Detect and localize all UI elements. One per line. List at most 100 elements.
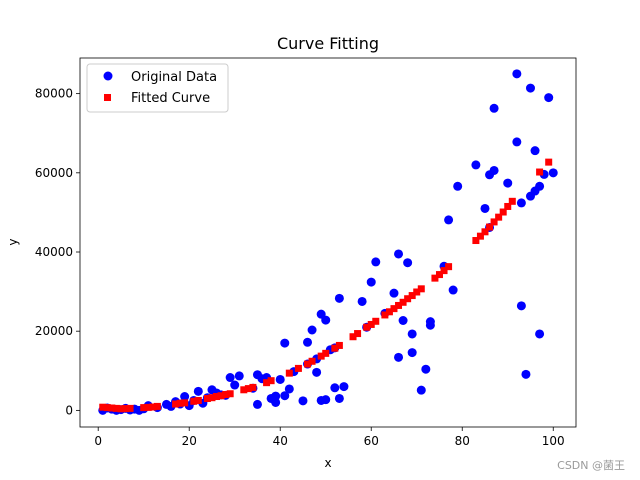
- data-point-fitted: [385, 308, 393, 316]
- data-point-original: [394, 352, 404, 362]
- data-point-original: [275, 374, 285, 384]
- data-point-original: [334, 293, 344, 303]
- data-point-fitted: [267, 377, 275, 385]
- data-point-original: [421, 364, 431, 374]
- x-tick-label: 0: [94, 434, 102, 448]
- data-point-original: [480, 203, 490, 213]
- data-point-fitted: [263, 379, 271, 387]
- data-point-original: [284, 384, 294, 394]
- data-point-fitted: [222, 391, 230, 399]
- data-point-fitted: [440, 267, 448, 275]
- data-point-fitted: [322, 349, 330, 357]
- y-tick-label: 80000: [35, 87, 73, 101]
- y-tick-label: 0: [65, 403, 73, 417]
- data-point-original: [453, 181, 463, 191]
- data-point-original: [489, 103, 499, 113]
- data-point-fitted: [354, 330, 362, 338]
- data-point-original: [312, 367, 322, 377]
- data-point-fitted: [472, 237, 480, 245]
- data-point-fitted: [203, 394, 211, 402]
- data-point-fitted: [172, 400, 180, 408]
- data-point-fitted: [504, 202, 512, 210]
- data-point-fitted: [117, 405, 125, 413]
- data-point-original: [535, 329, 545, 339]
- data-point-fitted: [417, 285, 425, 293]
- data-point-original: [516, 198, 526, 208]
- data-point-fitted: [367, 320, 375, 328]
- data-point-original: [303, 337, 313, 347]
- data-point-fitted: [381, 311, 389, 319]
- data-point-fitted: [194, 396, 202, 404]
- x-tick-label: 60: [364, 434, 379, 448]
- data-point-fitted: [335, 341, 343, 349]
- y-axis-label: y: [6, 238, 20, 245]
- data-point-fitted: [317, 352, 325, 360]
- data-point-original: [252, 399, 262, 409]
- data-point-original: [403, 258, 413, 268]
- data-point-original: [339, 382, 349, 392]
- data-point-fitted: [536, 168, 544, 176]
- data-point-original: [225, 373, 235, 383]
- data-point-original: [307, 325, 317, 335]
- data-point-original: [535, 181, 545, 191]
- x-axis-label: x: [324, 456, 331, 470]
- legend-marker-fitted-curve: [104, 94, 111, 101]
- data-point-original: [407, 329, 417, 339]
- data-point-original: [389, 288, 399, 298]
- data-point-original: [407, 348, 417, 358]
- data-point-fitted: [490, 218, 498, 226]
- data-point-fitted: [108, 404, 116, 412]
- x-tick-label: 40: [273, 434, 288, 448]
- data-point-original: [230, 380, 240, 390]
- data-point-fitted: [413, 288, 421, 296]
- data-point-original: [398, 315, 408, 325]
- data-point-fitted: [181, 399, 189, 407]
- x-tick-label: 100: [542, 434, 565, 448]
- legend: Original Data Fitted Curve: [86, 63, 229, 113]
- y-tick-label: 60000: [35, 166, 73, 180]
- data-point-original: [512, 69, 522, 79]
- data-point-original: [321, 315, 331, 325]
- data-point-original: [193, 386, 203, 396]
- data-point-original: [416, 385, 426, 395]
- data-point-fitted: [144, 403, 152, 411]
- data-point-fitted: [495, 213, 503, 221]
- data-point-fitted: [399, 298, 407, 306]
- chart-title: Curve Fitting: [277, 34, 379, 53]
- data-point-original: [489, 165, 499, 175]
- data-point-original: [371, 257, 381, 267]
- data-point-fitted: [249, 383, 257, 391]
- chart-marks: [98, 69, 558, 415]
- data-point-fitted: [304, 360, 312, 368]
- data-point-fitted: [431, 274, 439, 282]
- data-point-fitted: [486, 223, 494, 231]
- data-point-original: [516, 301, 526, 311]
- data-point-fitted: [122, 405, 130, 413]
- legend-frame: [86, 63, 229, 113]
- data-point-fitted: [445, 263, 453, 271]
- data-point-original: [321, 395, 331, 405]
- data-point-fitted: [308, 357, 316, 365]
- data-point-original: [271, 391, 281, 401]
- data-point-fitted: [240, 386, 248, 394]
- data-point-fitted: [126, 404, 134, 412]
- data-point-fitted: [508, 197, 516, 205]
- data-point-original: [448, 285, 458, 295]
- data-point-fitted: [99, 403, 107, 411]
- data-point-fitted: [545, 158, 553, 166]
- data-point-fitted: [149, 403, 157, 411]
- data-point-fitted: [103, 404, 111, 412]
- data-point-original: [280, 338, 290, 348]
- data-point-fitted: [404, 295, 412, 303]
- data-point-fitted: [208, 394, 216, 402]
- data-point-fitted: [408, 292, 416, 300]
- data-point-fitted: [112, 404, 120, 412]
- data-point-original: [525, 83, 535, 93]
- data-point-original: [234, 371, 244, 381]
- data-point-original: [394, 249, 404, 259]
- data-point-fitted: [481, 228, 489, 236]
- data-point-fitted: [190, 397, 198, 405]
- watermark: CSDN @菌王: [557, 459, 625, 472]
- data-point-fitted: [363, 323, 371, 331]
